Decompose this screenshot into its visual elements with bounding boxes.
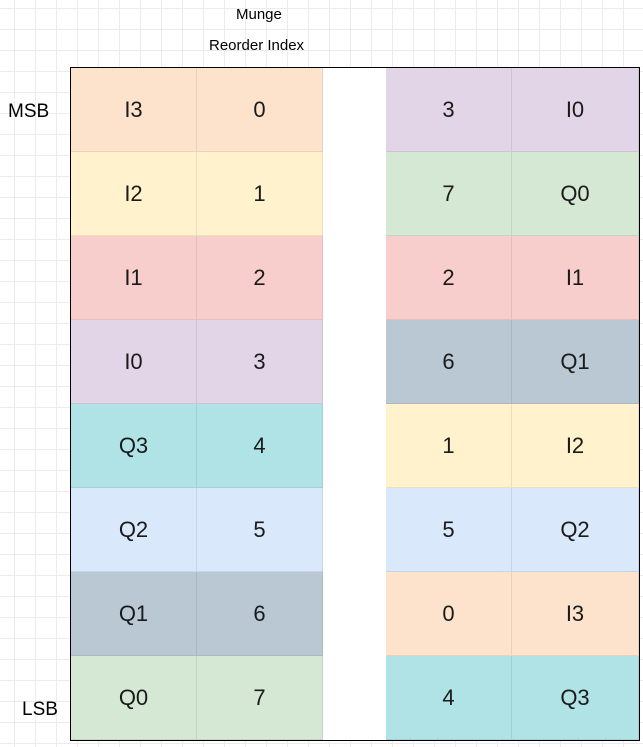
diagram-title: Munge [236, 6, 282, 23]
right-label-column: I0 Q0 I1 Q1 I2 Q2 I3 Q3 [512, 68, 639, 740]
right-index-cell: 2 [386, 236, 512, 320]
right-label-cell: Q1 [512, 320, 639, 404]
right-index-cell: 0 [386, 572, 512, 656]
right-index-cell: 6 [386, 320, 512, 404]
left-label-cell: Q2 [71, 488, 197, 572]
left-index-cell: 5 [197, 488, 323, 572]
msb-label: MSB [8, 101, 50, 122]
left-index-cell: 0 [197, 68, 323, 152]
left-label-cell: I1 [71, 236, 197, 320]
left-label-cell: I3 [71, 68, 197, 152]
left-index-cell: 6 [197, 572, 323, 656]
right-index-cell: 1 [386, 404, 512, 488]
right-label-cell: I2 [512, 404, 639, 488]
left-label-cell: Q3 [71, 404, 197, 488]
left-index-cell: 3 [197, 320, 323, 404]
left-index-cell: 7 [197, 656, 323, 740]
lsb-label: LSB [22, 699, 58, 720]
left-label-cell: I2 [71, 152, 197, 236]
left-label-cell: Q0 [71, 656, 197, 740]
left-label-cell: Q1 [71, 572, 197, 656]
left-index-cell: 4 [197, 404, 323, 488]
left-index-cell: 1 [197, 152, 323, 236]
gap-column [323, 68, 386, 740]
left-index-cell: 2 [197, 236, 323, 320]
right-label-cell: I1 [512, 236, 639, 320]
right-index-cell: 3 [386, 68, 512, 152]
right-label-cell: I3 [512, 572, 639, 656]
diagram-subtitle: Reorder Index [209, 37, 305, 54]
right-index-cell: 4 [386, 656, 512, 740]
right-index-cell: 7 [386, 152, 512, 236]
left-label-cell: I0 [71, 320, 197, 404]
right-label-cell: Q0 [512, 152, 639, 236]
left-label-column: I3 I2 I1 I0 Q3 Q2 Q1 Q0 [71, 68, 197, 740]
right-label-cell: I0 [512, 68, 639, 152]
right-index-cell: 5 [386, 488, 512, 572]
right-label-cell: Q3 [512, 656, 639, 740]
right-label-cell: Q2 [512, 488, 639, 572]
